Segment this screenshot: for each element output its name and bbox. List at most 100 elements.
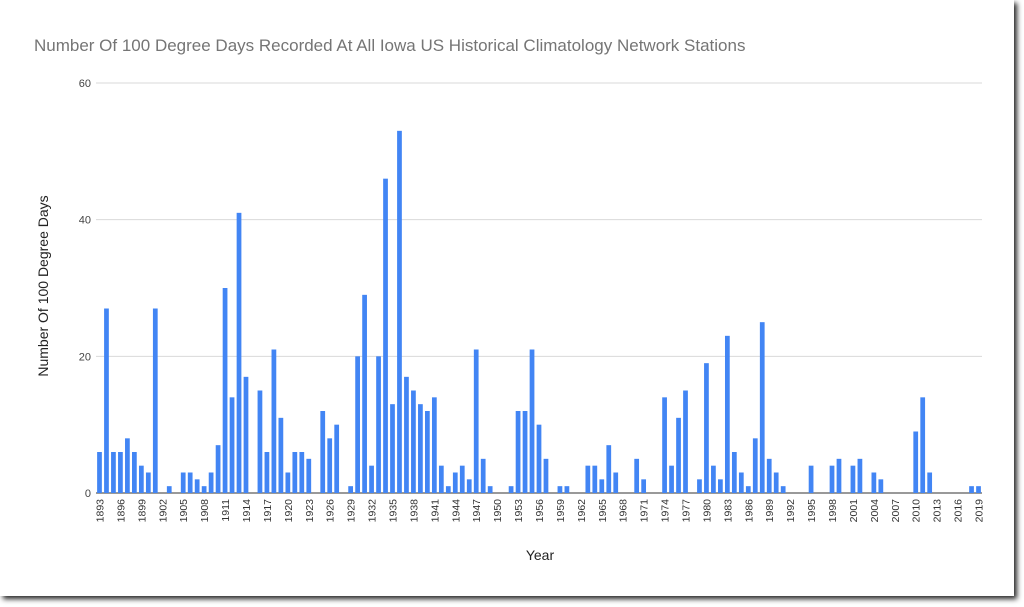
x-tick-label: 1962: [576, 499, 588, 523]
x-tick-label: 2007: [890, 499, 902, 523]
bar: [425, 411, 430, 493]
x-tick-label: 2004: [869, 499, 881, 523]
bar: [920, 397, 926, 493]
x-tick-label: 1923: [304, 499, 316, 523]
x-tick-label: 1953: [513, 499, 525, 523]
bar: [327, 438, 333, 493]
bar: [976, 486, 981, 493]
bar: [243, 376, 249, 493]
x-tick-label: 1989: [764, 499, 776, 523]
x-tick-label: 2019: [974, 499, 986, 523]
x-tick-label: 1941: [429, 499, 441, 523]
x-tick-label: 1986: [743, 499, 755, 523]
x-tick-label: 2001: [848, 499, 860, 523]
x-tick-label: 1938: [408, 499, 420, 523]
x-tick-label: 2016: [953, 499, 965, 523]
bar: [257, 390, 263, 493]
bar: [613, 472, 619, 493]
bar: [320, 411, 326, 493]
bar: [418, 404, 423, 493]
bar: [780, 486, 786, 493]
bar: [543, 458, 549, 493]
x-tick-label: 1998: [827, 499, 839, 523]
x-tick-label: 1935: [387, 499, 399, 523]
y-tick-label: 40: [79, 215, 91, 227]
x-axis-title: Year: [526, 547, 555, 563]
bar: [376, 356, 381, 493]
bar: [836, 458, 842, 493]
x-tick-label: 1971: [639, 499, 651, 523]
bar: [397, 130, 402, 494]
bar: [194, 479, 200, 493]
bar: [229, 397, 235, 493]
bar: [404, 376, 409, 493]
x-tick-label: 1893: [94, 499, 106, 523]
bar: [362, 294, 367, 493]
x-tick-label: 2013: [932, 499, 944, 523]
x-tick-label: 1983: [722, 499, 734, 523]
bar: [697, 479, 702, 493]
bar: [145, 472, 151, 493]
bar: [564, 486, 570, 493]
bar: [662, 397, 667, 493]
bar: [125, 438, 130, 493]
bar: [278, 417, 284, 493]
bar: [731, 452, 737, 493]
y-tick-label: 0: [85, 488, 91, 500]
bar: [634, 458, 640, 493]
bar: [480, 458, 486, 493]
x-tick-label: 1932: [367, 499, 379, 523]
bar: [515, 411, 521, 493]
bar: [334, 424, 340, 493]
bar: [536, 424, 542, 493]
bar: [131, 452, 137, 493]
bar: [138, 465, 144, 493]
x-tick-label: 1947: [471, 499, 483, 523]
x-tick-label: 1974: [660, 499, 672, 523]
bar: [669, 465, 674, 493]
bar: [829, 465, 835, 493]
bar: [215, 445, 221, 493]
bar: [236, 212, 242, 494]
bar: [808, 465, 814, 493]
chart-frame: Number Of 100 Degree Days Recorded At Al…: [34, 36, 986, 563]
bar: [111, 452, 116, 493]
bar: [292, 452, 298, 493]
bar: [452, 472, 458, 493]
x-tick-label: 1920: [283, 499, 295, 523]
x-tick-label: 1992: [785, 499, 797, 523]
bar: [724, 335, 730, 493]
bar: [431, 397, 437, 493]
x-tick-label: 1917: [262, 499, 274, 523]
bar: [529, 349, 535, 493]
bar-chart: Number Of 100 Degree Days Recorded At Al…: [34, 36, 986, 563]
x-tick-label: 1899: [136, 499, 148, 523]
bar: [857, 458, 863, 493]
bar: [850, 465, 856, 493]
bar: [222, 288, 228, 493]
bar: [745, 486, 751, 493]
bar: [752, 438, 758, 493]
y-axis-ticks: 0 20 40 60: [79, 78, 91, 500]
bar: [152, 308, 158, 493]
x-tick-label: 1911: [220, 499, 232, 522]
x-tick-label: 1908: [199, 499, 211, 523]
bar: [592, 465, 598, 493]
bar: [969, 486, 974, 493]
bar: [508, 486, 514, 493]
x-tick-label: 1929: [346, 499, 358, 523]
bar: [676, 417, 681, 493]
bar: [711, 465, 716, 493]
bar: [187, 472, 193, 493]
bar: [118, 452, 123, 493]
bar: [599, 479, 605, 493]
bar: [445, 486, 451, 493]
bar: [369, 465, 374, 493]
bar: [264, 452, 270, 493]
bar: [383, 178, 388, 493]
x-tick-label: 1926: [325, 499, 337, 523]
bar: [927, 472, 933, 493]
bar: [355, 356, 360, 493]
bar: [522, 411, 528, 493]
bar: [718, 479, 723, 493]
